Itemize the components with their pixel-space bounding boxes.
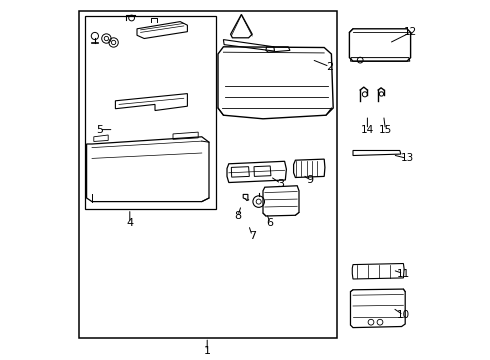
Text: 12: 12 [404, 27, 417, 37]
Text: 7: 7 [248, 231, 256, 241]
Bar [85, 16, 216, 209]
Text: 3: 3 [277, 179, 285, 189]
Bar [79, 11, 337, 338]
Text: 13: 13 [400, 153, 414, 163]
Text: 10: 10 [397, 310, 410, 320]
Text: 2: 2 [326, 62, 333, 72]
Text: 11: 11 [397, 269, 410, 279]
Text: 5: 5 [96, 125, 103, 135]
Text: 4: 4 [126, 218, 133, 228]
Text: 1: 1 [204, 346, 211, 356]
Text: 6: 6 [267, 218, 274, 228]
Text: 8: 8 [234, 211, 242, 221]
Text: 9: 9 [306, 175, 314, 185]
Text: 14: 14 [361, 125, 374, 135]
Text: 15: 15 [379, 125, 392, 135]
